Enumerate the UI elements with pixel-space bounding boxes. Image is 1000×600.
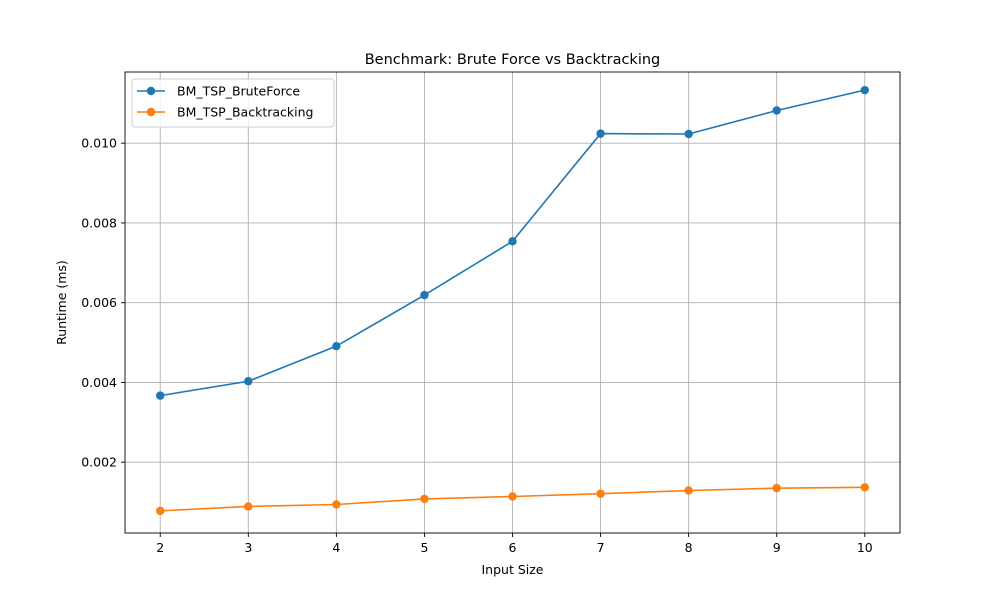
- data-point: [508, 492, 517, 501]
- x-tick-label: 8: [685, 540, 693, 555]
- y-axis-label: Runtime (ms): [54, 260, 69, 345]
- grid: [125, 72, 900, 533]
- series-bm-tsp-backtracking: [156, 483, 869, 516]
- x-axis-label: Input Size: [482, 562, 544, 577]
- data-point: [156, 506, 165, 516]
- data-point: [860, 483, 869, 492]
- data-point: [156, 391, 165, 400]
- data-point: [684, 129, 693, 139]
- data-point: [244, 377, 253, 386]
- y-tick-label: 0.006: [81, 295, 117, 310]
- data-point: [332, 341, 341, 351]
- y-tick-label: 0.008: [81, 215, 117, 230]
- data-point: [860, 85, 869, 95]
- legend-marker-backtracking: [146, 107, 156, 117]
- data-point: [420, 290, 429, 300]
- x-tick-label: 5: [420, 540, 428, 555]
- data-point: [772, 106, 781, 115]
- data-point: [684, 486, 693, 495]
- x-tick-label: 9: [773, 540, 781, 555]
- legend: BM_TSP_BruteForce BM_TSP_Backtracking: [131, 78, 335, 128]
- x-tick-label: 3: [244, 540, 252, 555]
- x-tick-label: 6: [509, 540, 517, 555]
- x-tick-label: 7: [597, 540, 605, 555]
- y-tick-label: 0.004: [81, 375, 117, 390]
- y-tick-label: 0.002: [81, 455, 117, 470]
- data-point: [244, 502, 253, 511]
- data-point: [508, 237, 517, 246]
- data-point: [596, 129, 605, 138]
- legend-box: [131, 78, 335, 128]
- chart-title: Benchmark: Brute Force vs Backtracking: [365, 52, 661, 68]
- legend-label-bruteforce: BM_TSP_BruteForce: [177, 84, 300, 99]
- x-tick-label: 10: [857, 540, 873, 555]
- series-layer: [156, 85, 869, 516]
- legend-marker-bruteforce: [146, 86, 156, 96]
- data-point: [772, 483, 781, 493]
- legend-label-backtracking: BM_TSP_Backtracking: [177, 105, 313, 120]
- x-axis-ticks: 2 3 4 5 6 7 8 9 10: [156, 533, 873, 555]
- y-axis-ticks: 0.002 0.004 0.006 0.008 0.010: [81, 136, 125, 470]
- data-point: [332, 500, 341, 509]
- data-point: [420, 494, 429, 504]
- x-tick-label: 4: [332, 540, 340, 555]
- series-bm-tsp-bruteforce: [156, 85, 869, 400]
- data-point: [596, 489, 605, 498]
- y-tick-label: 0.010: [81, 136, 117, 151]
- x-tick-label: 2: [156, 540, 164, 555]
